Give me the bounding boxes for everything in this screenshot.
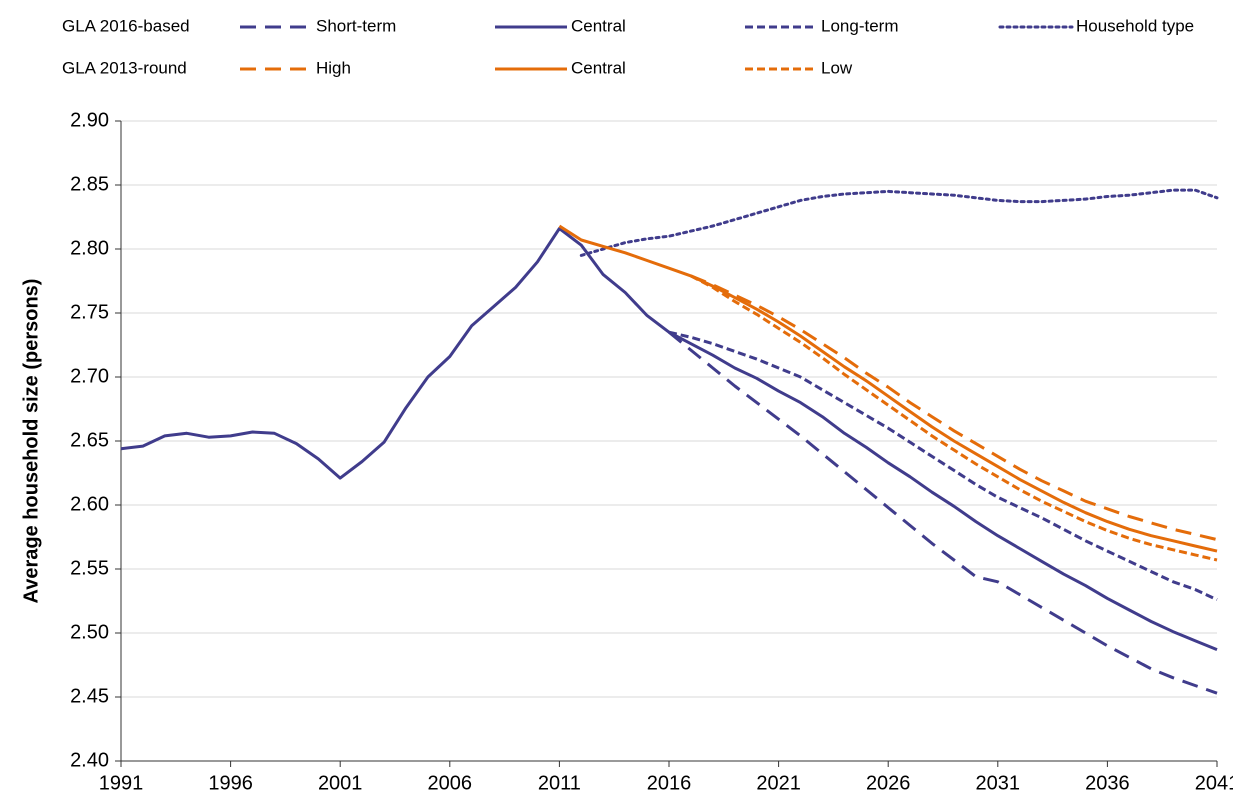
y-tick-label: 2.80	[70, 237, 109, 259]
y-tick-label: 2.70	[70, 365, 109, 387]
y-tick-label: 2.50	[70, 621, 109, 643]
y-tick-label: 2.45	[70, 685, 109, 707]
x-tick-label: 2006	[428, 772, 473, 794]
legend-label: Short-term	[316, 16, 396, 35]
legend-label: Household type	[1076, 16, 1194, 35]
x-tick-label: 2026	[866, 772, 911, 794]
y-tick-label: 2.40	[70, 749, 109, 771]
x-tick-label: 2036	[1085, 772, 1130, 794]
legend-label: Long-term	[821, 16, 898, 35]
series-line	[579, 188, 1219, 257]
y-tick-label: 2.75	[70, 301, 109, 323]
legend-group-label: GLA 2013-round	[62, 58, 187, 77]
legend-label: High	[316, 58, 351, 77]
y-tick-label: 2.65	[70, 429, 109, 451]
x-tick-label: 2031	[976, 772, 1021, 794]
series-line	[690, 274, 1218, 542]
y-tick-label: 2.85	[70, 173, 109, 195]
series-line	[668, 331, 1218, 695]
x-tick-label: 1996	[208, 772, 253, 794]
y-tick-label: 2.60	[70, 493, 109, 515]
x-tick-label: 2011	[538, 772, 581, 794]
y-tick-label: 2.90	[70, 109, 109, 131]
y-axis-title: Average household size (persons)	[20, 279, 42, 604]
series-line	[668, 330, 1218, 602]
x-tick-label: 2021	[756, 772, 801, 794]
legend-group-label: GLA 2016-based	[62, 16, 190, 35]
x-tick-label: 2016	[647, 772, 692, 794]
y-tick-label: 2.55	[70, 557, 109, 579]
series-line	[690, 274, 1218, 562]
x-tick-label: 2001	[318, 772, 363, 794]
series-line	[558, 224, 1218, 553]
legend-label: Central	[571, 16, 626, 35]
x-tick-label: 2041	[1195, 772, 1233, 794]
series-line	[120, 227, 1218, 651]
x-tick-label: 1991	[99, 772, 144, 794]
legend-label: Central	[571, 58, 626, 77]
legend-label: Low	[821, 58, 853, 77]
